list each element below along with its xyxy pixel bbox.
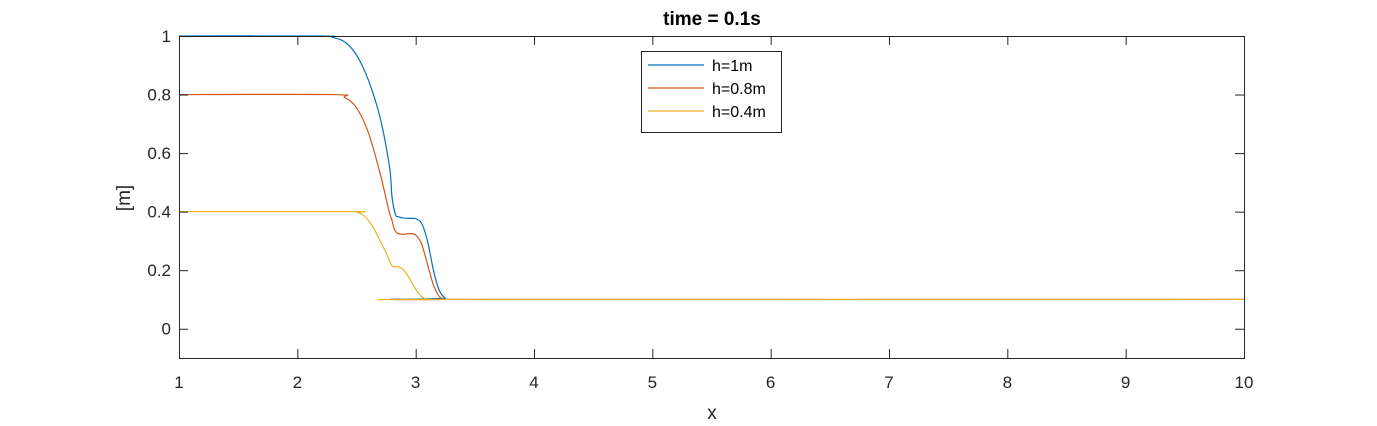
y-tick-label: 0.6: [147, 144, 171, 163]
tick-labels: 1 2 3 4 5 6 7 8 9 10 0 0.2 0.4 0.6 0.8 1: [147, 27, 1253, 392]
plot-area-frame: [179, 36, 1245, 359]
x-tick-label: 6: [766, 373, 775, 392]
x-tick-label: 2: [293, 373, 302, 392]
y-tick-label: 0: [162, 320, 171, 339]
legend-label-2: h=0.8m: [712, 81, 766, 98]
x-axis-label: x: [707, 403, 717, 424]
series-line-3: [178, 210, 1244, 301]
x-tick-label: 1: [174, 373, 183, 392]
y-tick-label: 1: [162, 27, 171, 46]
x-tick-label: 9: [1121, 373, 1130, 392]
axis-ticks: [179, 36, 1245, 358]
y-tick-label: 0.4: [147, 203, 171, 222]
x-tick-label: 7: [884, 373, 893, 392]
legend: h=1m h=0.8m h=0.4m: [641, 51, 782, 133]
x-tick-label: 10: [1235, 373, 1254, 392]
y-tick-label: 0.8: [147, 86, 171, 105]
y-axis-label: [m]: [114, 185, 135, 211]
x-tick-label: 8: [1003, 373, 1012, 392]
legend-label-1: h=1m: [712, 58, 752, 75]
legend-label-3: h=0.4m: [712, 104, 766, 121]
y-tick-label: 0.2: [147, 261, 171, 280]
x-tick-label: 3: [411, 373, 420, 392]
x-tick-label: 4: [529, 373, 538, 392]
x-tick-label: 5: [648, 373, 657, 392]
chart-title: time = 0.1s: [663, 9, 761, 30]
plot-lines: [178, 35, 1245, 301]
